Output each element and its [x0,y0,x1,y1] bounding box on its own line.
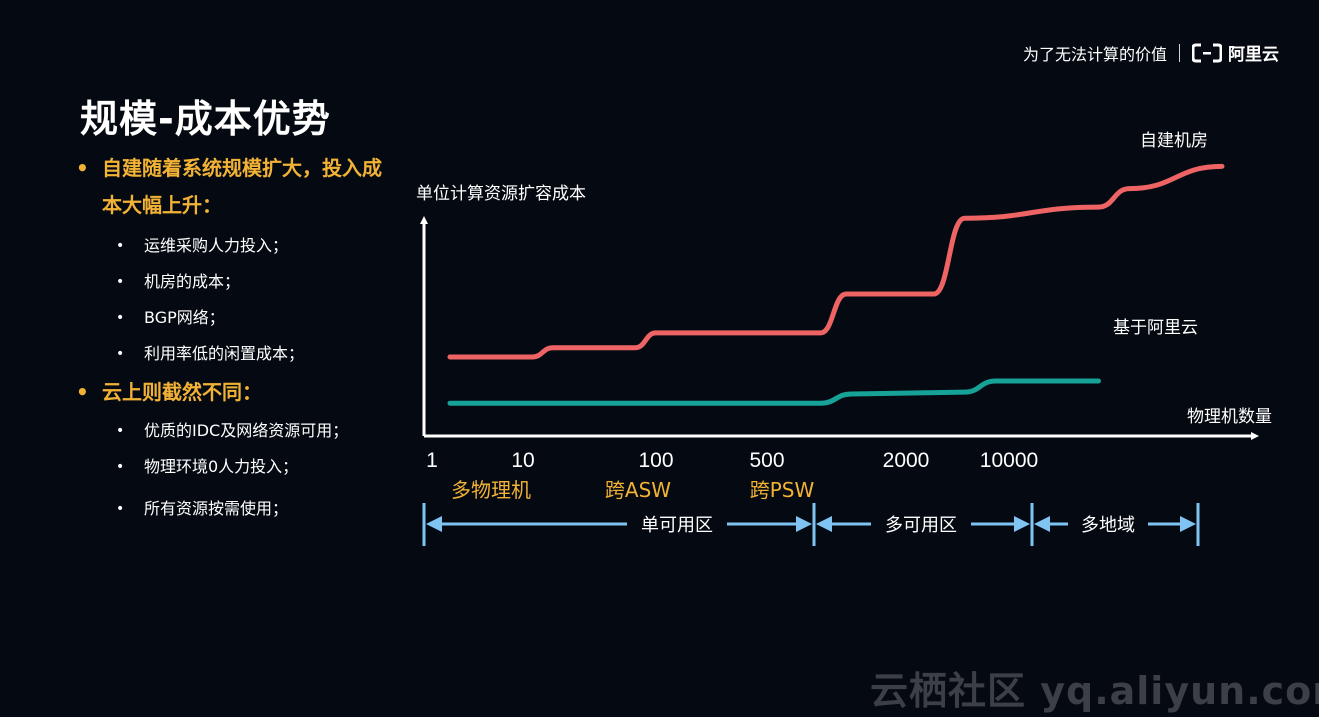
series-line-1 [447,378,1101,406]
watermark: 云栖社区 yq.aliyun.com [870,669,1319,713]
series-label-1: 基于阿里云 [1113,318,1198,338]
category-label: 跨ASW [605,478,671,502]
sub-item: • 机房的成本； [116,272,241,291]
region-arrowhead [1180,516,1196,532]
region-arrowhead [426,516,442,532]
category-label: 跨PSW [750,478,815,502]
brand[interactable]: 阿里云 [1192,40,1279,65]
series-label-0: 自建机房 [1140,131,1208,151]
series-line-0 [447,163,1225,360]
main-bullet-cloud: • 云上则截然不同： [76,374,396,411]
region-label: 多可用区 [885,515,957,536]
region-arrowhead [816,516,832,532]
sub-item: • BGP网络； [116,308,225,327]
chart-series [447,163,1225,406]
region-label: 单可用区 [641,515,713,536]
header-right: 为了无法计算的价值 阿里云 [1023,40,1279,65]
x-tick-label: 10000 [980,449,1038,472]
sub-item: • 利用率低的闲置成本； [116,344,305,363]
region-arrowhead [1034,516,1050,532]
aliyun-logo-icon [1192,43,1222,62]
x-axis-label: 物理机数量 [1187,407,1272,427]
sub-item: • 所有资源按需使用； [116,499,289,518]
x-tick-label: 100 [638,449,673,472]
main-bullet-selfbuilt: • 自建随着系统规模扩大，投入成本大幅上升： [76,150,396,224]
sub-item: • 优质的IDC及网络资源可用； [116,421,349,440]
bullet-dot: • [76,380,89,404]
main-bullet-text: 云上则截然不同： [102,380,262,404]
slogan: 为了无法计算的价值 [1022,44,1167,64]
sub-list-selfbuilt: • 运维采购人力投入； • 机房的成本； • BGP网络； • 利用率低的闲置成本； [76,228,396,372]
header-separator [1179,43,1180,62]
page-title: 规模-成本优势 [80,97,331,141]
main-bullet-text: 自建随着系统规模扩大，投入成本大幅上升： [102,156,382,217]
y-axis-label: 单位计算资源扩容成本 [416,184,586,204]
category-label: 多物理机 [451,478,531,502]
x-tick-label: 500 [749,449,784,472]
brand-name: 阿里云 [1228,45,1279,65]
region-label: 多地域 [1081,515,1135,536]
sub-item: • 运维采购人力投入； [116,236,289,255]
bullet-list: • 自建随着系统规模扩大，投入成本大幅上升： • 运维采购人力投入； • 机房的成本… [76,150,396,527]
bullet-dot: • [76,156,89,180]
x-tick-label: 1 [426,449,438,472]
sub-item: • 物理环境0人力投入； [116,457,299,476]
region-ruler: 单可用区 多可用区 多地域 [422,503,1200,546]
region-arrowhead [1014,516,1030,532]
region-arrowhead [796,516,812,532]
x-tick-label: 10 [511,449,534,472]
sub-list-cloud: • 优质的IDC及网络资源可用； • 物理环境0人力投入； • 所有资源按需使用； [76,413,396,527]
x-tick-label: 2000 [883,449,930,472]
